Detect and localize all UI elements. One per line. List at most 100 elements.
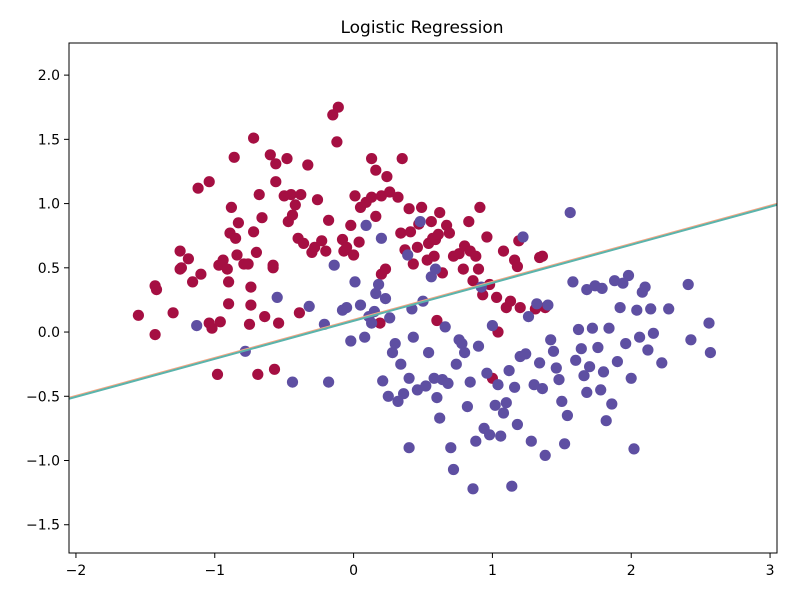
data-point-s1-75 (520, 348, 532, 360)
data-point-s0-54 (293, 307, 305, 319)
data-point-s0-34 (248, 132, 260, 144)
data-point-s1-114 (628, 443, 640, 455)
data-point-s1-102 (595, 384, 607, 396)
data-point-s1-38 (420, 380, 432, 392)
data-point-s0-7 (175, 262, 187, 274)
plot-frame (68, 42, 778, 554)
data-point-s1-9 (341, 302, 353, 314)
data-point-s0-11 (195, 268, 207, 280)
data-point-s1-99 (586, 322, 599, 334)
data-point-s0-38 (256, 212, 268, 224)
data-point-s0-110 (457, 263, 469, 275)
chart-title: Logistic Regression (340, 18, 503, 38)
data-point-s0-5 (174, 245, 186, 257)
data-point-s1-22 (379, 293, 392, 305)
data-point-s0-10 (192, 182, 204, 194)
y-tick-label-7: 2.0 (38, 68, 60, 84)
data-point-s1-82 (539, 449, 551, 461)
data-point-s0-21 (223, 276, 235, 288)
data-point-s1-39 (423, 347, 435, 359)
data-point-s1-88 (556, 395, 568, 407)
data-point-s0-93 (411, 241, 423, 253)
data-point-s1-49 (447, 463, 460, 476)
y-tick-label-4: 0.5 (38, 261, 60, 277)
data-point-s1-4 (303, 300, 315, 312)
data-point-s1-79 (531, 298, 543, 310)
data-point-s1-84 (545, 334, 557, 346)
data-point-s0-8 (182, 253, 194, 265)
data-point-s1-0 (191, 320, 203, 332)
data-point-s0-73 (353, 236, 365, 248)
data-point-s1-61 (481, 367, 493, 379)
data-point-s0-112 (463, 216, 475, 228)
data-point-s0-98 (425, 216, 437, 228)
data-point-s1-12 (354, 299, 367, 311)
data-point-s1-47 (442, 377, 454, 389)
data-point-s1-110 (617, 277, 629, 289)
data-point-s1-46 (439, 321, 451, 333)
data-point-s1-109 (614, 302, 626, 314)
data-point-s0-33 (248, 226, 260, 238)
data-point-s1-67 (497, 407, 510, 419)
data-point-s0-14 (206, 322, 218, 334)
data-point-s1-50 (450, 358, 462, 370)
data-point-s1-127 (704, 347, 717, 359)
data-point-s0-132 (536, 250, 549, 262)
x-tick-label-0: −2 (66, 563, 87, 579)
data-point-s0-20 (223, 298, 235, 310)
data-point-s1-77 (525, 435, 537, 447)
data-point-s1-76 (522, 311, 535, 323)
data-point-s1-123 (663, 303, 675, 315)
y-tick-label-0: −1.5 (26, 518, 60, 534)
data-point-s1-120 (645, 303, 657, 315)
data-point-s1-21 (377, 375, 389, 387)
axes: −2 −1 0 1 2 3 −1.5 −1.0 −0.5 0.0 0.5 1.0 1.5 2.0 (26, 68, 775, 579)
data-point-s0-80 (374, 317, 386, 329)
x-tick-label-4: 2 (627, 563, 636, 579)
data-point-s0-52 (289, 199, 301, 211)
data-point-s0-129 (514, 302, 526, 314)
data-point-s0-70 (345, 219, 357, 231)
data-point-s0-62 (320, 245, 332, 257)
data-point-s1-83 (542, 299, 554, 311)
data-point-s1-111 (620, 338, 632, 350)
data-point-s1-62 (484, 429, 496, 441)
data-point-s1-103 (597, 366, 610, 378)
data-point-s1-92 (567, 276, 579, 288)
data-point-s1-29 (398, 388, 410, 400)
data-point-s1-118 (639, 281, 651, 293)
data-point-s0-77 (366, 191, 378, 203)
data-point-s0-31 (245, 281, 257, 293)
data-point-s1-35 (411, 384, 423, 396)
data-point-s0-35 (252, 368, 264, 380)
data-point-s0-29 (242, 258, 254, 270)
data-point-s1-64 (489, 399, 501, 411)
data-point-s0-9 (187, 276, 199, 288)
data-point-s0-76 (366, 153, 378, 165)
data-point-s0-15 (211, 368, 224, 380)
data-point-s1-101 (592, 341, 604, 354)
data-point-s1-95 (575, 343, 587, 355)
data-point-s0-69 (341, 241, 353, 253)
data-point-s0-56 (298, 237, 310, 249)
data-point-s1-113 (625, 372, 637, 384)
data-point-s0-25 (230, 232, 242, 244)
data-point-s1-53 (459, 347, 471, 359)
data-point-s1-68 (500, 397, 512, 409)
data-point-s1-19 (373, 278, 385, 291)
data-point-s1-72 (511, 418, 523, 431)
data-point-s0-65 (331, 136, 343, 148)
data-point-s1-69 (503, 365, 515, 377)
data-point-s0-104 (434, 207, 446, 219)
data-point-s0-46 (273, 317, 285, 329)
data-point-s1-96 (578, 370, 590, 382)
data-point-s0-116 (472, 263, 485, 275)
data-point-s1-48 (445, 442, 457, 454)
data-point-s1-10 (345, 335, 357, 347)
data-point-s1-129 (596, 282, 608, 294)
data-point-s0-79 (370, 164, 382, 176)
data-point-s1-52 (456, 338, 468, 350)
data-point-s1-27 (392, 395, 404, 407)
data-point-s1-124 (682, 278, 694, 291)
data-point-s0-44 (268, 363, 281, 375)
